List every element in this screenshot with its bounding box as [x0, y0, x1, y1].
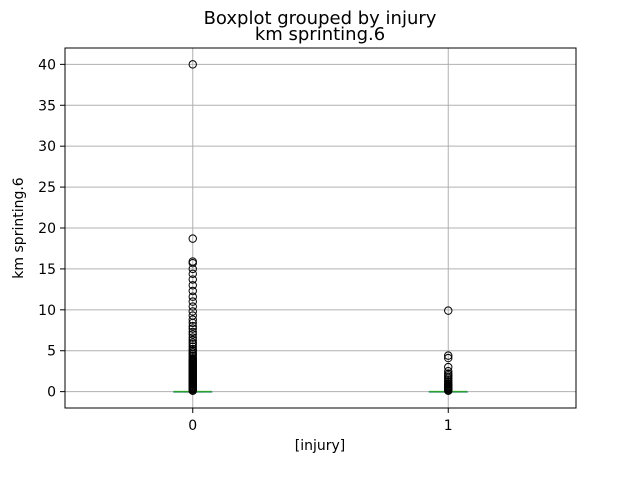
outlier-point — [444, 362, 453, 372]
outlier-point — [188, 321, 197, 331]
outlier-point — [188, 327, 197, 337]
outlier-point — [188, 338, 197, 347]
outlier-point — [188, 335, 197, 345]
outlier-point — [188, 234, 197, 243]
chart-suptitle: Boxplot grouped by injury — [204, 8, 437, 29]
x-axis-label: [injury] — [295, 438, 346, 454]
grid-layer — [65, 48, 576, 408]
y-tick-label: 25 — [38, 180, 56, 196]
y-tick-label: 5 — [47, 344, 56, 360]
outlier-point — [188, 324, 197, 333]
y-tick-label: 30 — [38, 139, 56, 155]
y-axis-label: km sprinting.6 — [11, 177, 27, 278]
y-tick-label: 20 — [38, 221, 56, 237]
chart-title: km sprinting.6 — [255, 24, 385, 45]
outlier-point — [444, 306, 453, 315]
y-tick-label: 40 — [38, 57, 56, 73]
outlier-point — [444, 353, 453, 363]
outlier-point — [188, 297, 197, 306]
outlier-point — [188, 307, 197, 316]
box-group-0 — [173, 60, 213, 396]
y-tick-label: 10 — [38, 303, 56, 319]
outlier-point — [188, 344, 197, 354]
outlier-point — [188, 342, 197, 351]
outlier-point — [444, 369, 453, 378]
outlier-point — [188, 333, 197, 342]
outlier-point — [188, 315, 197, 324]
outlier-point — [188, 60, 197, 69]
outlier-point — [188, 311, 197, 320]
outlier-point — [444, 351, 453, 360]
outlier-point — [188, 292, 197, 301]
outlier-point — [444, 366, 453, 376]
y-tick-layer: 0 5 10 15 20 25 30 35 40 — [38, 57, 65, 401]
y-tick-label: 15 — [38, 262, 56, 278]
x-tick-label: 1 — [444, 418, 453, 434]
outlier-point — [188, 269, 197, 279]
series-layer — [173, 60, 468, 396]
box-group-1 — [428, 306, 468, 396]
outlier-point — [188, 330, 197, 339]
y-tick-label: 35 — [38, 98, 56, 114]
outlier-point — [188, 302, 197, 311]
outlier-point — [188, 275, 197, 284]
outlier-point — [188, 281, 197, 290]
x-tick-label: 0 — [188, 418, 197, 434]
outlier-point — [188, 257, 197, 266]
y-tick-label: 0 — [47, 385, 56, 401]
outlier-point — [188, 286, 197, 296]
